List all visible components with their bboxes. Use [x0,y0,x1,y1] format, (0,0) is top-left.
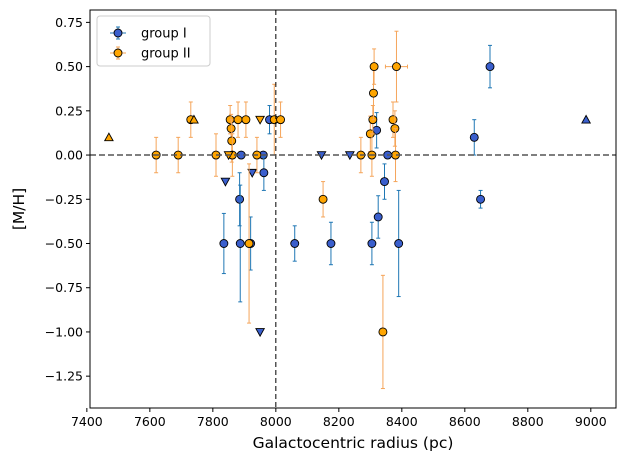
data-point [255,115,266,125]
x-tick-label: 8800 [512,414,544,429]
data-point [388,115,398,125]
legend-marker [113,28,123,38]
legend-label: group I [141,27,187,42]
data-point [219,239,229,248]
data-point [581,114,592,124]
data-point [290,239,300,248]
marks-layer [103,30,592,390]
legend-entry: group II [110,46,191,62]
x-tick-label: 7800 [197,414,229,429]
x-tick-label: 7600 [134,414,166,429]
data-point [255,328,266,338]
data-point [394,239,404,248]
y-tick-label: 0.00 [55,148,83,163]
reference-lines [90,10,616,408]
data-point [485,62,495,72]
data-point [476,194,486,204]
data-point [469,132,479,142]
data-point [276,115,286,125]
data-point [259,168,269,178]
y-tick-label: −0.25 [45,192,83,207]
x-tick-label: 8000 [260,414,292,429]
data-point [226,124,236,133]
plot-frame [89,9,617,409]
legend-entry: group I [110,26,187,42]
data-point [373,212,383,222]
y-tick-label: −0.75 [45,280,83,295]
data-point [326,239,336,248]
legend: group I group II [96,15,211,67]
data-point [220,177,231,187]
x-tick-label: 8200 [323,414,355,429]
legend-label: group II [141,47,191,62]
x-tick-label: 8600 [449,414,481,429]
data-point [188,114,199,124]
data-point [318,194,328,204]
data-point [378,327,388,337]
y-tick-label: 0.50 [55,59,83,74]
x-tick-label: 8400 [386,414,418,429]
axis-ticks: 7400 7600 7800 8000 8200 8400 8600 8800 9000 −1.2… [45,15,607,429]
data-point [233,115,243,125]
data-point [244,239,254,248]
data-point [227,136,237,146]
y-tick-label: −1.00 [45,324,83,339]
y-tick-label: 0.75 [55,15,83,30]
data-point [380,177,389,187]
data-point [235,239,245,248]
y-tick-label: −0.50 [45,236,83,251]
data-point [369,62,379,72]
y-tick-label: 0.25 [55,103,83,118]
y-tick-label: −1.25 [45,369,83,384]
x-axis-label: Galactocentric radius (pc) [253,434,454,452]
legend-marker [113,48,123,58]
data-point [103,132,114,142]
x-tick-label: 7400 [71,414,103,429]
data-point [392,62,401,72]
data-point [247,168,258,178]
y-axis-label: [M/H] [10,188,28,230]
data-point [241,115,251,125]
series-2 [103,30,408,390]
data-point [235,194,245,204]
data-point [367,239,377,248]
x-tick-label: 9000 [575,414,607,429]
data-point [369,88,378,98]
